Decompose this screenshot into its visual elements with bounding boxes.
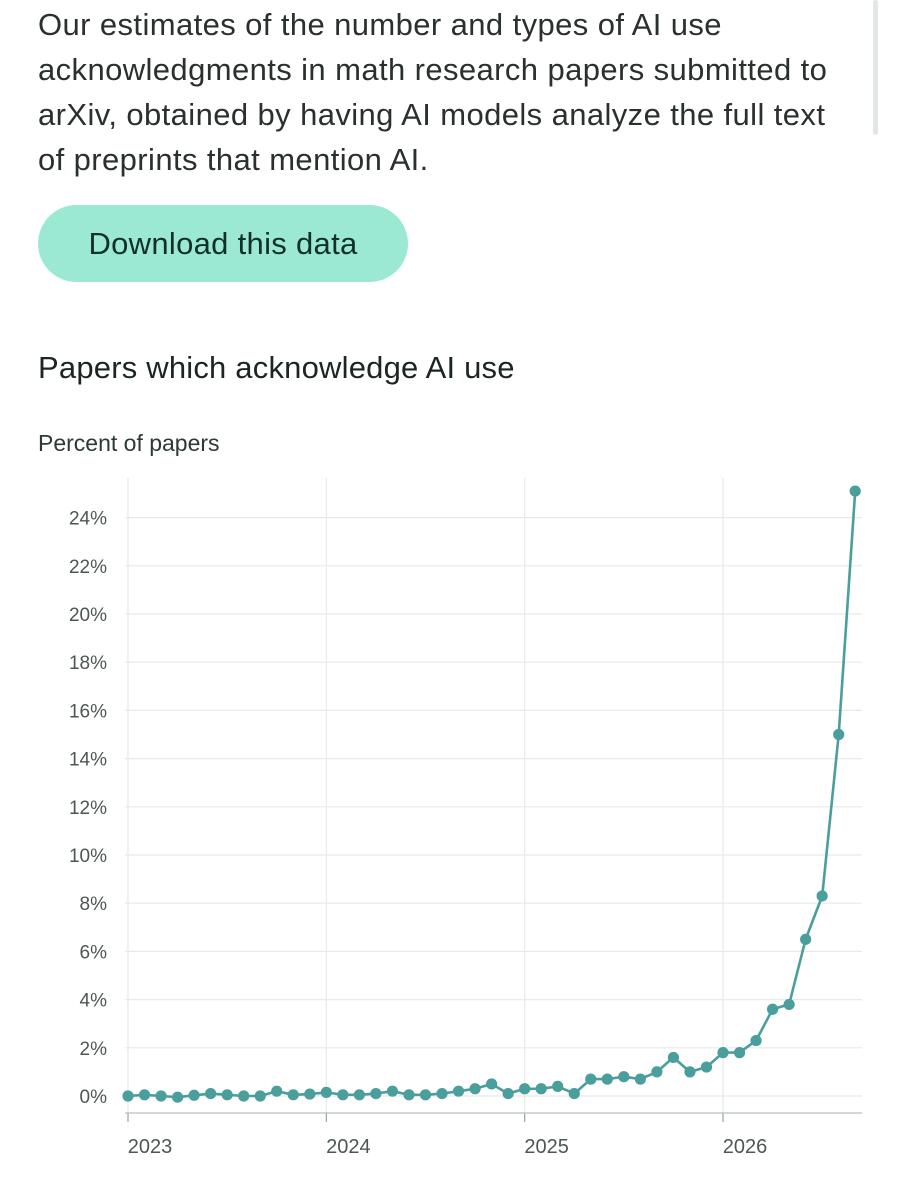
y-tick-label: 24%: [69, 509, 107, 530]
data-point: [733, 1047, 746, 1059]
data-point: [833, 728, 845, 741]
data-point: [469, 1083, 481, 1095]
y-tick-label: 4%: [80, 991, 108, 1012]
data-point: [535, 1083, 547, 1095]
data-point: [519, 1083, 531, 1095]
data-point: [568, 1087, 580, 1100]
data-point: [419, 1089, 432, 1101]
y-axis-title: Percent of papers: [38, 430, 220, 456]
y-tick-label: 14%: [69, 750, 107, 771]
data-point: [816, 890, 828, 902]
data-point: [353, 1089, 365, 1101]
data-point: [370, 1087, 382, 1100]
data-point: [337, 1089, 349, 1101]
y-tick-label: 18%: [69, 653, 107, 674]
data-point: [783, 998, 795, 1011]
x-tick-label: 2023: [128, 1136, 173, 1158]
data-point: [766, 1003, 779, 1015]
series-line: [126, 489, 857, 1099]
y-tick-label: 8%: [80, 894, 108, 915]
data-point: [122, 1090, 134, 1102]
data-point: [452, 1085, 465, 1097]
chart-title: Papers which acknowledge AI use: [38, 350, 515, 385]
y-tick-label: 0%: [80, 1087, 108, 1108]
data-point: [849, 485, 861, 497]
y-tick-label: 10%: [69, 846, 107, 867]
data-point: [138, 1089, 151, 1101]
data-point: [750, 1034, 762, 1047]
data-point: [320, 1086, 332, 1098]
y-tick-label: 20%: [69, 605, 107, 626]
series-points: [122, 485, 861, 1103]
data-point: [386, 1085, 399, 1097]
data-point: [502, 1087, 514, 1100]
data-point: [601, 1073, 613, 1085]
series-line-layer: [126, 489, 857, 1099]
data-point: [717, 1047, 729, 1059]
y-tick-label: 16%: [69, 701, 107, 722]
data-point: [171, 1091, 184, 1103]
y-tick-label: 22%: [69, 557, 107, 578]
data-point: [684, 1066, 696, 1078]
y-tick-label: 2%: [80, 1039, 108, 1060]
y-axis-ticks: 0% 2% 4% 6% 8% 10% 12% 14% 16% 18% 20% 22% 24%: [69, 509, 107, 1108]
y-tick-label: 6%: [80, 942, 108, 963]
data-point: [667, 1051, 680, 1064]
data-point: [436, 1087, 448, 1100]
data-point: [304, 1088, 316, 1100]
data-point: [155, 1090, 167, 1102]
grid-lines: [125, 478, 862, 1122]
data-point: [287, 1089, 299, 1101]
data-point: [634, 1073, 646, 1085]
data-point: [552, 1080, 564, 1092]
data-point: [486, 1078, 498, 1090]
x-tick-label: 2024: [326, 1136, 371, 1158]
data-point: [254, 1090, 266, 1102]
data-point: [221, 1089, 233, 1101]
data-point: [700, 1061, 713, 1073]
y-tick-label: 12%: [69, 798, 107, 819]
x-tick-label: 2026: [723, 1136, 768, 1158]
data-point: [271, 1085, 283, 1097]
x-axis-ticks: 2023 2024 2025 2026: [128, 1136, 768, 1158]
data-point: [238, 1090, 250, 1102]
data-point: [585, 1073, 597, 1085]
data-point: [403, 1089, 415, 1101]
data-point: [800, 933, 812, 945]
download-data-button[interactable]: Download this data: [38, 205, 408, 282]
data-point: [651, 1066, 663, 1078]
x-tick-label: 2025: [524, 1136, 569, 1158]
data-point: [205, 1087, 217, 1100]
data-point: [618, 1071, 630, 1083]
intro-text: Our estimates of the number and types of…: [38, 7, 828, 177]
data-point: [188, 1089, 200, 1101]
scrollbar[interactable]: [873, 0, 878, 135]
